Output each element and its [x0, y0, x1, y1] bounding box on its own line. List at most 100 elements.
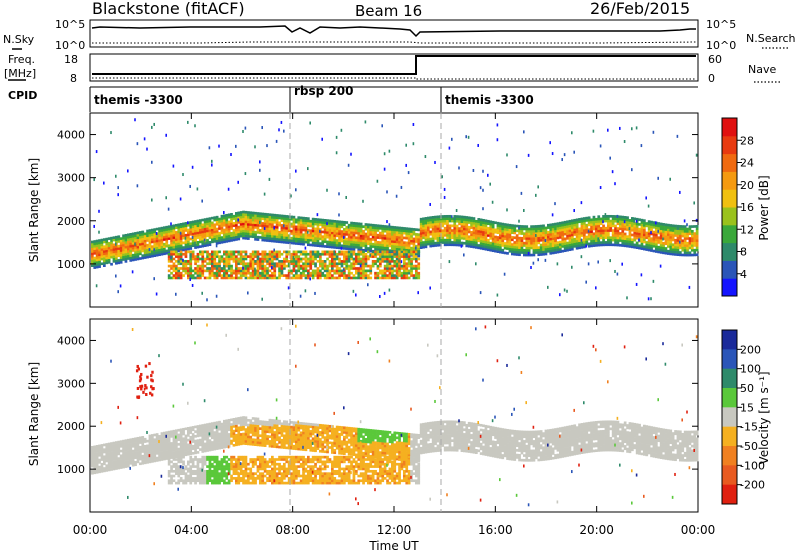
power-cell	[381, 224, 385, 228]
power-cell	[633, 234, 637, 237]
velocity-cell	[127, 455, 130, 459]
power-cell	[398, 228, 401, 232]
velocity-cell	[93, 464, 97, 468]
velocity-cell	[208, 448, 212, 452]
power-cell	[561, 249, 565, 253]
power-cell	[568, 231, 572, 235]
power-cell	[491, 239, 495, 243]
power-cell	[362, 255, 365, 258]
velocity-cell	[189, 481, 193, 485]
power-cell	[239, 213, 243, 217]
power-cell	[225, 221, 229, 224]
power-cell	[455, 219, 459, 223]
power-cell	[669, 228, 673, 232]
power-cell	[491, 237, 495, 241]
power-cell	[319, 244, 322, 248]
power-cell	[631, 243, 634, 246]
power-cell	[167, 230, 171, 233]
power-cell	[544, 236, 548, 239]
velocity-cell	[131, 454, 135, 458]
power-cell	[371, 235, 375, 239]
power-cell	[659, 236, 663, 240]
power-cell	[395, 262, 399, 266]
velocity-cell	[170, 465, 173, 468]
power-cell	[242, 255, 245, 258]
power-cell	[263, 260, 267, 263]
power-cell	[153, 242, 157, 246]
power-cell	[571, 219, 574, 223]
velocity-cell	[182, 466, 184, 470]
power-cell	[623, 216, 627, 219]
power-cell	[211, 267, 214, 270]
power-cell	[537, 232, 541, 235]
power-cell	[167, 227, 171, 231]
power-cell	[400, 267, 404, 270]
power-cell	[508, 242, 512, 246]
power-cell	[304, 260, 308, 263]
power-cell	[386, 260, 389, 263]
power-cell	[686, 251, 689, 255]
power-cell	[676, 243, 680, 247]
power-cell	[309, 274, 313, 277]
power-cell	[362, 239, 365, 243]
power-cell	[189, 255, 193, 258]
power-cell	[139, 257, 142, 260]
power-cell	[139, 242, 142, 246]
velocity-cell	[127, 441, 130, 444]
velocity-cell	[184, 427, 188, 431]
power-cell	[297, 264, 301, 268]
power-cell	[191, 276, 195, 280]
power-cell	[343, 228, 346, 231]
power-cell	[287, 250, 291, 254]
power-cell	[223, 231, 226, 234]
velocity-cell	[182, 451, 185, 455]
freq-panel: Freq. [MHz] 18 8 Nave 60 0	[4, 53, 780, 85]
power-cell	[309, 264, 313, 268]
power-cell	[263, 257, 267, 261]
power-cell	[657, 229, 659, 233]
power-cell	[345, 264, 349, 268]
power-cell	[273, 235, 277, 238]
power-cell	[659, 248, 663, 252]
power-cell	[242, 222, 245, 226]
power-cell	[607, 236, 610, 239]
power-cell	[266, 217, 269, 221]
power-cell	[650, 225, 653, 229]
power-cell	[299, 274, 303, 277]
power-cell	[602, 215, 605, 218]
velocity-cell	[194, 446, 197, 450]
power-cell	[242, 234, 245, 238]
power-cell	[609, 226, 613, 230]
power-cell	[244, 229, 248, 233]
power-cell	[429, 240, 433, 243]
velocity-cell	[93, 454, 97, 458]
power-cell	[359, 274, 363, 277]
velocity-cell	[136, 455, 140, 459]
power-cell	[367, 237, 370, 241]
velocity-cell	[208, 477, 212, 480]
power-cell	[487, 229, 490, 233]
power-cell	[631, 238, 634, 242]
power-cell	[439, 231, 442, 235]
power-cell	[220, 222, 224, 225]
velocity-cell	[141, 459, 145, 463]
power-cell	[460, 229, 464, 233]
power-cell	[626, 221, 629, 224]
power-cell	[93, 259, 97, 262]
power-cell	[448, 146, 451, 150]
velocity-cell	[182, 453, 185, 457]
power-cell	[309, 260, 313, 263]
power-cell	[215, 241, 219, 245]
power-cell	[503, 237, 507, 241]
power-cell	[110, 251, 113, 254]
power-cell	[357, 241, 361, 245]
power-cell	[362, 264, 365, 268]
power-cell	[455, 236, 459, 240]
power-cell	[273, 250, 277, 254]
power-cell	[383, 257, 387, 261]
power-cell	[388, 276, 392, 280]
power-cell	[187, 250, 190, 254]
power-cell	[374, 274, 377, 277]
power-cell	[669, 240, 673, 244]
power-cell	[431, 244, 435, 248]
